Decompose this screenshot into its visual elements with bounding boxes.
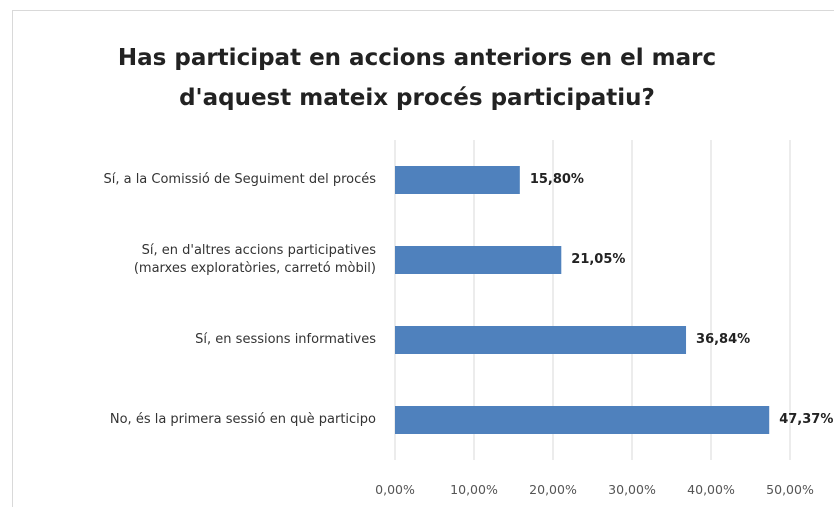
x-tick-label: 0,00% xyxy=(375,482,415,497)
value-label: 21,05% xyxy=(571,252,626,267)
value-label: 36,84% xyxy=(696,332,751,347)
x-tick-label: 40,00% xyxy=(687,482,735,497)
chart-frame xyxy=(12,10,834,507)
value-label: 47,37% xyxy=(779,412,834,427)
y-tick-label: Sí, a la Comissió de Seguiment del procé… xyxy=(103,172,376,187)
y-tick-label: No, és la primera sessió en què particip… xyxy=(109,412,376,427)
bar xyxy=(395,406,770,434)
x-tick-label: 10,00% xyxy=(450,482,498,497)
bar xyxy=(395,326,687,354)
x-tick-label: 20,00% xyxy=(529,482,577,497)
y-tick-label: Sí, en sessions informatives xyxy=(195,332,376,347)
bar xyxy=(395,246,562,274)
x-tick-label: 30,00% xyxy=(608,482,656,497)
bar xyxy=(395,166,520,194)
chart-title: Has participat en accions anteriors en e… xyxy=(117,45,717,111)
value-label: 15,80% xyxy=(529,172,584,187)
y-tick-label: Sí, en d'altres accions participatives (… xyxy=(133,243,376,276)
x-tick-label: 50,00% xyxy=(766,482,814,497)
